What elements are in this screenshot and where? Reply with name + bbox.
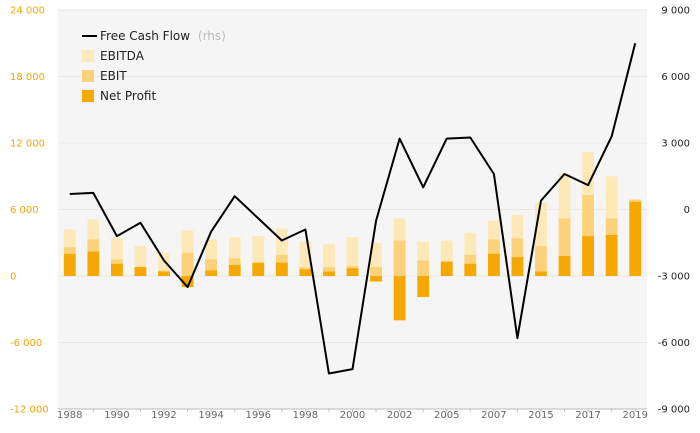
ebit-bar <box>535 246 547 276</box>
net-profit-bar <box>511 257 524 276</box>
ebitda-bar <box>440 240 453 276</box>
ebitda-bar <box>111 238 123 276</box>
x-tick-label: 1996 <box>246 410 271 421</box>
left-tick-label: 6 000 <box>10 205 39 216</box>
net-profit-bar <box>535 271 547 276</box>
net-profit-bar <box>605 234 618 276</box>
net-profit-bar <box>299 269 312 276</box>
net-profit-bar <box>63 253 76 276</box>
right-tick-label: -9 000 <box>658 405 690 416</box>
ebitda-bar <box>346 237 359 276</box>
ebit-bar <box>181 252 194 276</box>
ebitda-bar <box>417 241 430 276</box>
legend: Free Cash Flow (rhs) EBITDA EBIT Net Pro… <box>82 29 226 103</box>
ebit-bar <box>205 259 218 276</box>
ebitda-bar <box>275 228 288 276</box>
bars-layer <box>63 151 642 321</box>
net-profit-bar <box>228 264 241 276</box>
ebit-bar <box>582 195 594 276</box>
x-tick-label: 1994 <box>198 410 223 421</box>
x-tick-label: 1998 <box>293 410 318 421</box>
ebitda-bar <box>228 237 241 276</box>
net-profit-bar <box>582 236 594 276</box>
x-tick-label: 2002 <box>387 410 412 421</box>
x-tick-label: 1992 <box>151 410 176 421</box>
legend-fcf-suffix: (rhs) <box>198 29 226 43</box>
ebitda-bar <box>464 232 477 276</box>
x-tick-label: 2019 <box>622 410 647 421</box>
ebitda-bar <box>134 246 147 276</box>
net-profit-bar <box>158 271 170 276</box>
net-profit-bar <box>558 256 571 276</box>
legend-ebitda-swatch <box>82 50 94 62</box>
legend-ebit-label: EBIT <box>100 69 127 83</box>
ebit-bar <box>323 267 335 276</box>
right-tick-label: 0 <box>684 205 690 216</box>
x-axis: 1988 1990 1992 1994 1996 1998 2000 2002 2005 2007… <box>57 408 648 421</box>
ebitda-bar <box>252 236 265 276</box>
net-profit-bar <box>87 251 100 276</box>
legend-fcf-label: Free Cash Flow (rhs) <box>100 29 226 43</box>
ebitda-bar <box>370 242 382 276</box>
fcf-line-layer <box>69 43 637 375</box>
fcf-line <box>69 43 637 375</box>
net-profit-bar <box>205 270 218 276</box>
ebitda-bar <box>158 252 170 276</box>
x-tick-label: 2005 <box>434 410 459 421</box>
net-profit-bar <box>346 268 359 276</box>
ebitda-bar <box>205 239 218 276</box>
net-profit-bar <box>323 271 335 276</box>
left-tick-label: 24 000 <box>10 6 45 17</box>
net-profit-bar <box>252 262 265 276</box>
net-profit-bar <box>464 263 477 276</box>
legend-net-profit-label: Net Profit <box>100 89 156 103</box>
net-profit-bar <box>440 261 453 276</box>
ebitda-bar <box>535 202 547 276</box>
net-profit-bar <box>111 263 123 276</box>
x-tick-label: 1988 <box>57 410 82 421</box>
legend-ebitda-label: EBITDA <box>100 49 145 63</box>
net-profit-bar <box>370 276 382 282</box>
ebit-bar <box>417 260 430 276</box>
left-tick-label: 12 000 <box>10 139 45 150</box>
net-profit-bar <box>487 253 500 276</box>
legend-fcf-name: Free Cash Flow <box>100 29 190 43</box>
ebit-bar <box>393 240 406 276</box>
net-profit-bar <box>417 276 430 298</box>
legend-ebit-swatch <box>82 70 94 82</box>
ebitda-bar <box>299 241 312 276</box>
x-tick-label: 1990 <box>104 410 129 421</box>
right-tick-label: -3 000 <box>658 272 690 283</box>
left-axis: -12 000 -6 000 0 6 000 12 000 18 000 24 000 <box>10 6 49 416</box>
right-tick-label: 3 000 <box>661 139 690 150</box>
legend-net-profit-swatch <box>82 90 94 102</box>
net-profit-bar <box>629 201 642 276</box>
net-profit-bar <box>275 262 288 276</box>
right-tick-label: 9 000 <box>661 6 690 17</box>
net-profit-bar <box>393 276 406 321</box>
left-tick-label: 0 <box>10 272 16 283</box>
x-tick-label: 2017 <box>575 410 600 421</box>
ebit-bar <box>558 218 571 276</box>
left-tick-label: 18 000 <box>10 72 45 83</box>
x-tick-label: 2000 <box>340 410 365 421</box>
net-profit-bar <box>181 276 194 288</box>
right-axis: -9 000 -6 000 -3 000 0 3 000 6 000 9 000 <box>658 6 690 416</box>
ebit-bar <box>370 267 382 276</box>
ebitda-bar <box>323 243 335 276</box>
left-tick-label: -12 000 <box>10 405 49 416</box>
right-tick-label: 6 000 <box>661 72 690 83</box>
right-tick-label: -6 000 <box>658 338 690 349</box>
left-tick-label: -6 000 <box>10 338 42 349</box>
net-profit-bar <box>134 267 147 276</box>
x-tick-label: 2015 <box>528 410 553 421</box>
x-tick-label: 2007 <box>481 410 506 421</box>
